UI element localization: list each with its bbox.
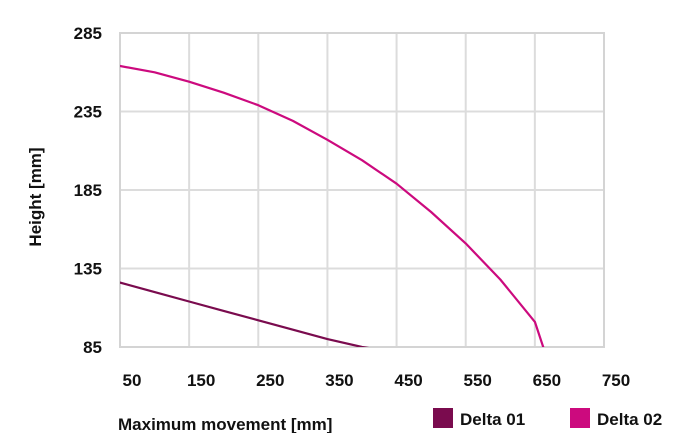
y-tick-label-3: 235 [74, 103, 102, 122]
legend-label-2: Delta 02 [597, 410, 662, 429]
x-tick-label-5: 550 [464, 371, 492, 390]
x-tick-label-6: 650 [533, 371, 561, 390]
series-line-delta-02 [120, 64, 545, 347]
y-tick-label-4: 285 [74, 24, 102, 43]
legend-swatch-2 [570, 408, 590, 428]
grid [119, 32, 605, 348]
x-tick-label-1: 150 [187, 371, 215, 390]
x-tick-label-3: 350 [325, 371, 353, 390]
legend-label-1: Delta 01 [460, 410, 525, 429]
y-axis-label: Height [mm] [26, 147, 45, 246]
series-line-delta-01 [120, 281, 370, 347]
x-tick-label-4: 450 [394, 371, 422, 390]
x-tick-labels: 50 150 250 350 450 550 650 750 [123, 371, 631, 390]
x-tick-label-2: 250 [256, 371, 284, 390]
legend: Delta 01 Delta 02 [433, 408, 662, 429]
x-tick-label-0: 50 [123, 371, 142, 390]
y-tick-label-0: 85 [83, 338, 102, 357]
y-tick-label-2: 185 [74, 181, 102, 200]
x-axis-label: Maximum movement [mm] [118, 415, 332, 433]
y-tick-labels: 85 135 185 235 285 [74, 24, 102, 357]
legend-swatch-1 [433, 408, 453, 428]
series-lines [120, 64, 545, 347]
x-tick-label-7: 750 [602, 371, 630, 390]
y-tick-label-1: 135 [74, 260, 102, 279]
